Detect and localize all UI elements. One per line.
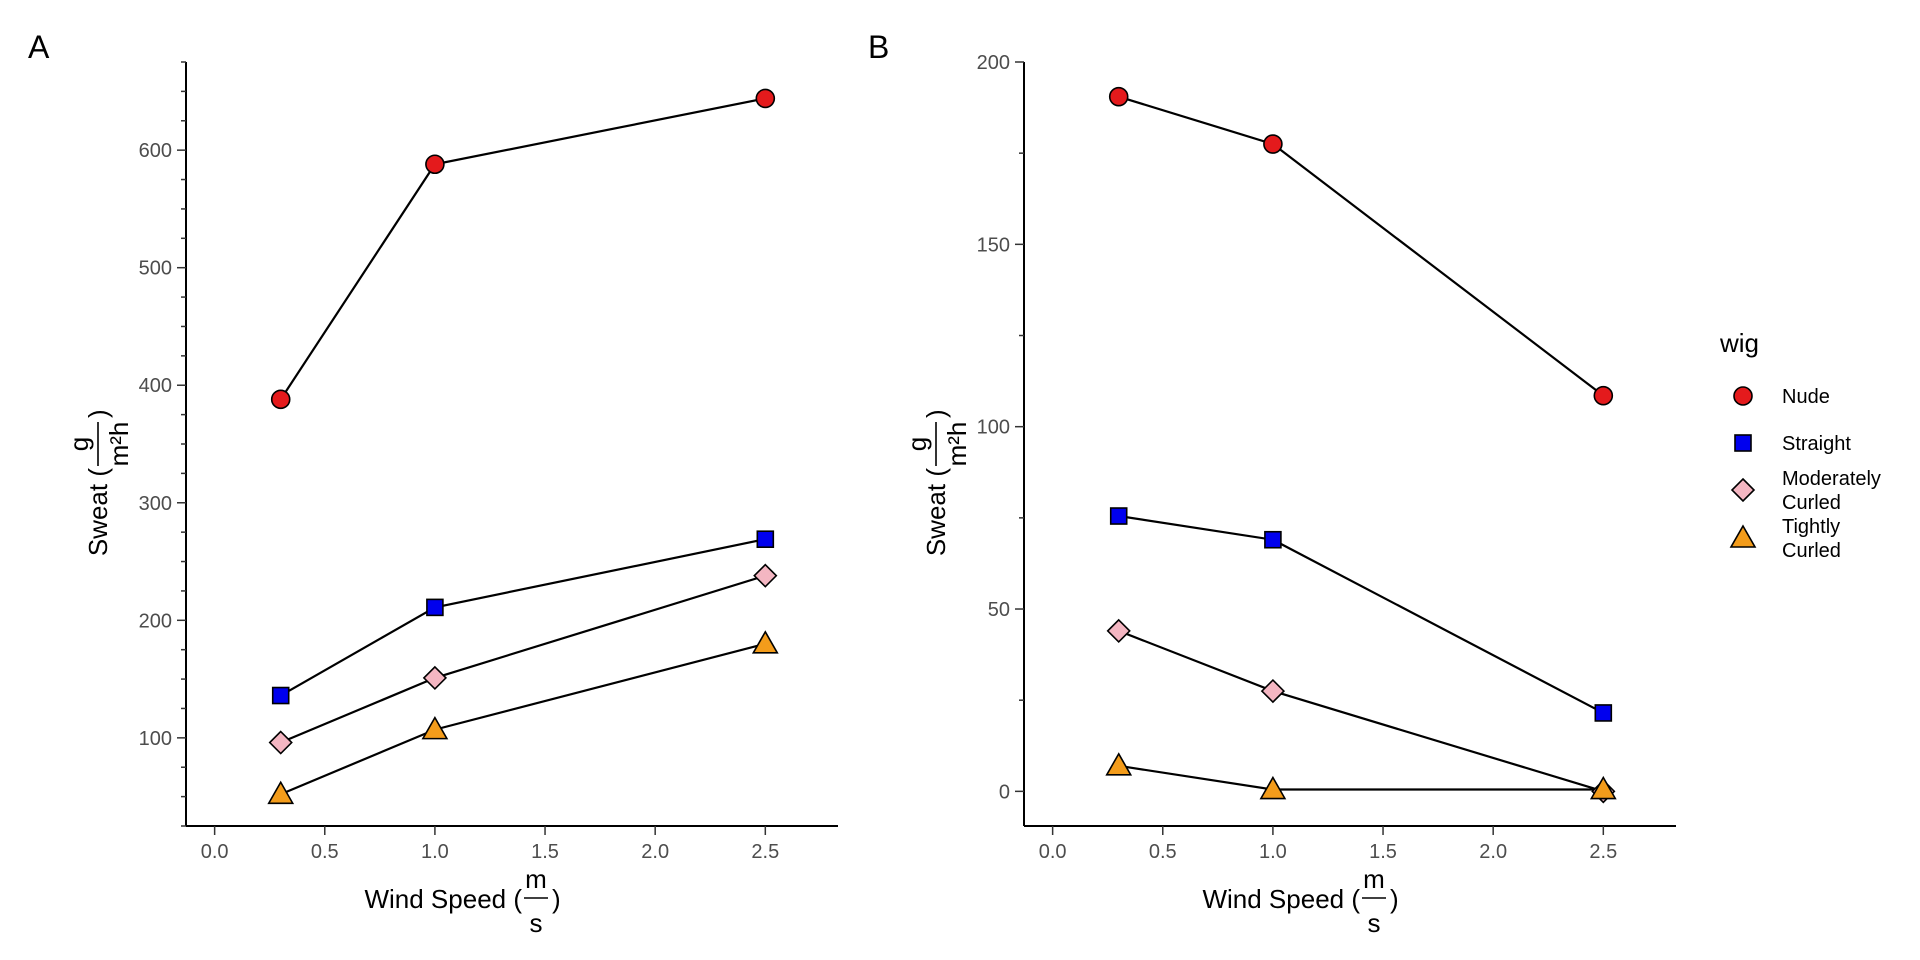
panel-b-series-line-2 [1118, 629, 1604, 793]
panel-a-series-line-0 [279, 97, 766, 400]
panel-b-x-unit-close: ) [1390, 884, 1399, 914]
panel-b-x-tick-label: 0.0 [1039, 841, 1067, 863]
panel-a-x-tick-label: 2.0 [641, 841, 669, 863]
panel-a-series-line-1 [280, 538, 766, 697]
panel-b-x-axis-title: Wind Speed (ms) [1202, 864, 1398, 938]
panel-a-y-unit-denominator: m²h [104, 422, 134, 467]
panel-a-series-2-point [422, 665, 448, 691]
panel-b-x-unit-denominator: s [1368, 908, 1381, 938]
panel-a-x-tick-label: 0.5 [311, 841, 339, 863]
panel-a-series-2-point [753, 563, 778, 588]
panel-a-x-unit-numerator: m [525, 864, 547, 894]
legend-label-3-line-0: Tightly [1782, 516, 1840, 538]
legend-key-1 [1734, 434, 1752, 452]
panel-a-series-1-point [756, 530, 775, 549]
legend-key-0 [1733, 386, 1753, 406]
panel-a-x-tick-label: 2.5 [751, 841, 779, 863]
panel-b-y-unit-close: ) [921, 409, 951, 418]
panel-b-x-axis-label: Wind Speed ( [1202, 884, 1360, 914]
panel-b-x-tick-label: 2.0 [1479, 841, 1507, 863]
panel-b-plot: 0 50 100 150 200 0.0 0.5 1.0 1.5 2.0 2.5 Wind Speed… [902, 52, 1676, 938]
panel-a-x-tick-label: 0.0 [201, 841, 229, 863]
panel-b-series-0-point [1593, 385, 1614, 406]
panel-b-series-1-point [1264, 530, 1282, 549]
legend-label-3-line-1: Curled [1782, 540, 1841, 562]
panel-b-series-line-1 [1118, 514, 1604, 714]
panel-b-series-line-0 [1118, 95, 1604, 397]
legend-label-1: Straight [1782, 433, 1851, 455]
panel-a-series-line-3 [280, 642, 766, 796]
panel-b-series-1-point [1109, 507, 1128, 525]
panel-b-y-axis-label: Sweat ( [921, 468, 951, 556]
panel-a-x-axis-title: Wind Speed (ms) [364, 864, 560, 938]
panel-b-series-2-point [1106, 618, 1131, 644]
panel-a-y-unit-numerator: g [64, 437, 94, 451]
panel-tag-b: B [868, 29, 889, 65]
panel-a-plot: 100 200 300 400 500 600 0.0 0.5 1.0 1.5 2.0 2.5 Wind… [64, 61, 838, 938]
panel-a-y-tick-label: 600 [139, 140, 172, 162]
panel-a-y-tick-label: 400 [139, 375, 172, 397]
panel-a-series-line-2 [280, 574, 766, 744]
panel-b-series-3-point [1105, 752, 1133, 776]
panel-a-x-tick-label: 1.0 [421, 841, 449, 863]
panel-a-y-tick-label: 300 [139, 493, 172, 515]
panel-a-series-1-point [271, 686, 290, 705]
panel-a-x-tick-label: 1.5 [531, 841, 559, 863]
panel-b-x-tick-label: 1.5 [1369, 841, 1397, 863]
panel-a-y-tick-label: 200 [139, 610, 172, 632]
panel-b-series-3-point [1589, 775, 1617, 800]
legend: wig NudeStraightModeratelyCurledTightlyC… [1719, 328, 1881, 562]
panel-b-y-tick-label: 150 [977, 234, 1010, 256]
panel-a-y-tick-label: 100 [139, 728, 172, 750]
legend-key-2 [1730, 477, 1756, 503]
panel-b-x-tick-label: 2.5 [1589, 841, 1617, 863]
legend-title: wig [1719, 328, 1759, 358]
panel-a-series-1-point [426, 598, 444, 617]
panel-b-series-0-point [1263, 134, 1283, 154]
panel-b-series-1-point [1594, 704, 1613, 722]
panel-a-series-0-point [755, 88, 776, 109]
panel-a-series-3-point [421, 716, 449, 740]
panel-a-series-2-point [268, 730, 293, 755]
panel-a-series-3-point [267, 780, 295, 805]
panel-a-series-0-point [425, 154, 445, 175]
panel-b-y-unit-numerator: g [902, 437, 932, 451]
panel-b-y-tick-label: 50 [988, 599, 1010, 621]
panel-b-y-tick-label: 100 [977, 417, 1010, 439]
panel-a-y-axis-title: Sweat ( g m²h) [64, 409, 134, 556]
legend-label-2-line-1: Curled [1782, 492, 1841, 514]
panel-a-y-tick-label: 500 [139, 258, 172, 280]
panel-a-y-unit-close: ) [83, 409, 113, 418]
panel-b-y-tick-label: 0 [999, 781, 1010, 803]
panel-b-x-unit-numerator: m [1363, 864, 1385, 894]
legend-label-2-line-0: Moderately [1782, 468, 1881, 490]
panel-b-y-tick-label: 200 [977, 52, 1010, 74]
panel-tag-a: A [28, 29, 50, 65]
panel-b-x-tick-label: 1.0 [1259, 841, 1287, 863]
panel-b-y-unit-denominator: m²h [942, 422, 972, 467]
panel-b-y-axis-title: Sweat ( g m²h) [902, 409, 972, 556]
panel-a-series-0-point [270, 389, 291, 410]
legend-key-3 [1729, 524, 1757, 548]
panel-b-series-2-point [1260, 678, 1286, 704]
panel-b-x-tick-label: 0.5 [1149, 841, 1177, 863]
panel-a-x-axis-label: Wind Speed ( [364, 884, 522, 914]
panel-a-y-axis-label: Sweat ( [83, 468, 113, 556]
panel-a-series-3-point [751, 630, 779, 654]
panel-b-series-3-point [1259, 775, 1287, 800]
panel-a-x-unit-close: ) [552, 884, 561, 914]
legend-label-0: Nude [1782, 386, 1830, 408]
panel-a-x-unit-denominator: s [530, 908, 543, 938]
panel-b-series-0-point [1108, 86, 1129, 107]
